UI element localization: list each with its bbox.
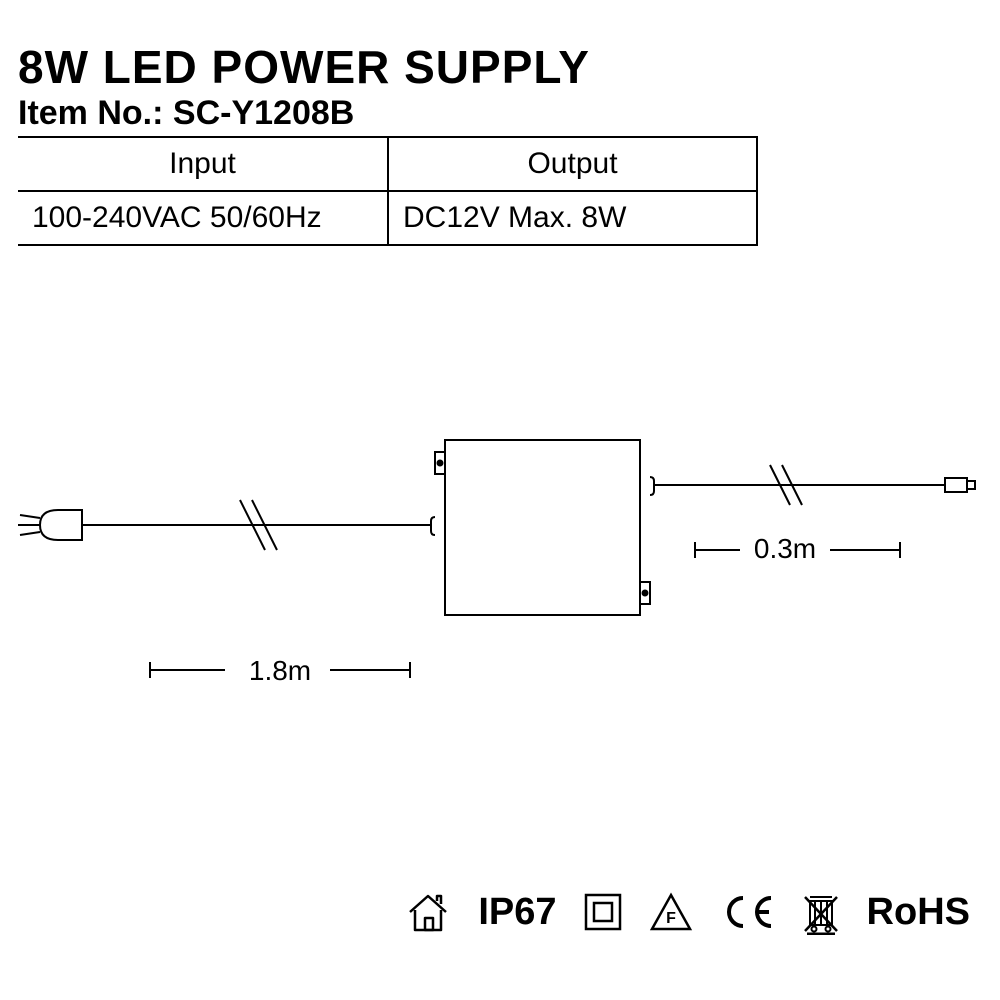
spec-table: Input Output 100-240VAC 50/60Hz DC12V Ma… (18, 136, 758, 246)
input-value: 100-240VAC 50/60Hz (18, 191, 388, 245)
triangle-f-icon: F (649, 892, 693, 932)
technical-drawing: 1.8m 0.3m (0, 380, 1000, 700)
strain-relief-right (650, 477, 654, 495)
house-icon (404, 890, 452, 934)
col-output-header: Output (388, 137, 757, 191)
dim-label-left: 1.8m (249, 655, 311, 686)
double-square-icon (583, 892, 623, 932)
ce-icon (719, 892, 775, 932)
strain-relief-left (431, 517, 435, 535)
col-input-header: Input (18, 137, 388, 191)
tab-hole-right (643, 591, 648, 596)
item-label: Item No.: (18, 94, 163, 132)
output-value: DC12V Max. 8W (388, 191, 757, 245)
dc-jack-icon (945, 478, 975, 492)
weee-bin-icon (801, 889, 841, 935)
product-title: 8W LED POWER SUPPLY (18, 40, 590, 94)
certification-row: IP67 F RoHS (0, 889, 1000, 935)
item-number-row: Item No.: SC-Y1208B (18, 94, 354, 133)
mains-plug-icon (18, 510, 82, 540)
tab-hole-left (438, 461, 443, 466)
ip-rating-label: IP67 (478, 891, 556, 934)
dim-label-right: 0.3m (754, 533, 816, 564)
table-row: 100-240VAC 50/60Hz DC12V Max. 8W (18, 191, 757, 245)
table-header-row: Input Output (18, 137, 757, 191)
psu-body (445, 440, 640, 615)
rohs-label: RoHS (867, 891, 970, 934)
item-number: SC-Y1208B (173, 94, 354, 132)
svg-text:F: F (666, 910, 676, 927)
